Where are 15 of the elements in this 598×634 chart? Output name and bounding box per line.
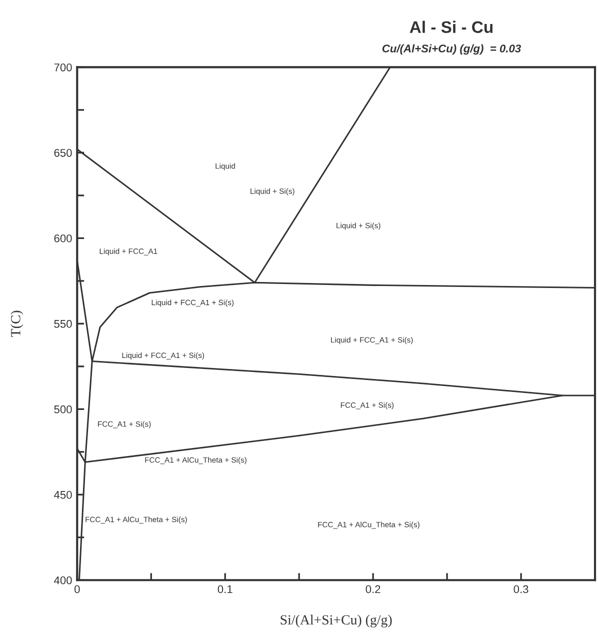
x-tick-label: 0.3 xyxy=(514,585,528,594)
x-axis-title: Si/(Al+Si+Cu) (g/g) xyxy=(280,614,392,628)
y-tick-label: 550 xyxy=(54,320,72,328)
y-tick-label: 700 xyxy=(54,63,72,72)
y-tick-label: 600 xyxy=(54,234,72,242)
chart-subtitle: Cu/(Al+Si+Cu) (g/g) = 0.03 xyxy=(382,44,521,55)
y-tick-label: 450 xyxy=(54,490,72,499)
y-tick-label: 500 xyxy=(54,405,72,414)
y-tick-label: 650 xyxy=(54,148,72,157)
chart-title: Al - Si - Cu xyxy=(410,20,493,34)
x-tick-label: 0.1 xyxy=(218,585,232,594)
y-axis-title: T(C) xyxy=(10,310,24,337)
x-tick-label: 0.2 xyxy=(366,585,380,594)
y-tick-label: 400 xyxy=(54,576,72,584)
x-tick-label: 0 xyxy=(74,585,80,594)
